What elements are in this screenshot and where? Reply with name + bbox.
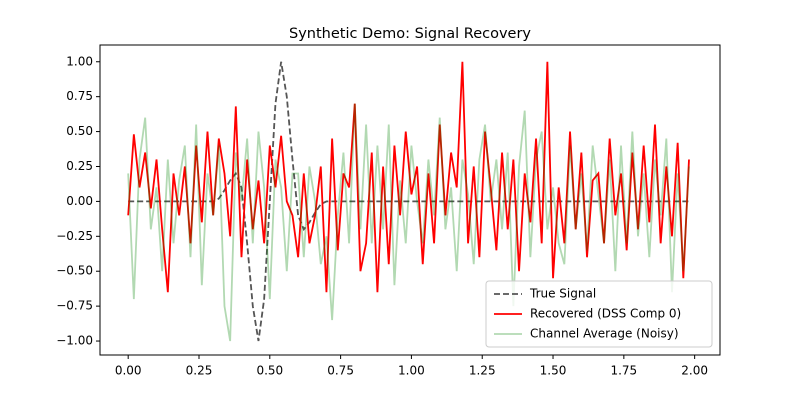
x-tick-label: 0.00 xyxy=(115,364,142,378)
x-tick-label: 2.00 xyxy=(681,364,708,378)
x-tick-label: 1.75 xyxy=(610,364,637,378)
legend-label: Channel Average (Noisy) xyxy=(530,327,679,341)
y-tick-label: 1.00 xyxy=(66,54,93,68)
y-tick-label: 0.50 xyxy=(66,124,93,138)
x-tick-label: 0.25 xyxy=(186,364,213,378)
y-tick-label: −0.50 xyxy=(56,264,93,278)
legend-box xyxy=(485,280,713,348)
y-tick-label: 0.00 xyxy=(66,194,93,208)
x-tick-label: 0.50 xyxy=(256,364,283,378)
y-tick-label: 0.75 xyxy=(66,89,93,103)
y-tick-label: −0.75 xyxy=(56,299,93,313)
y-tick-label: −1.00 xyxy=(56,334,93,348)
x-tick-label: 0.75 xyxy=(327,364,354,378)
legend-label: True Signal xyxy=(529,287,596,301)
chart-title: Synthetic Demo: Signal Recovery xyxy=(289,26,531,42)
y-tick-label: 0.25 xyxy=(66,159,93,173)
series-line xyxy=(127,61,690,293)
series-line xyxy=(128,61,689,342)
legend-label: Recovered (DSS Comp 0) xyxy=(530,307,681,321)
x-tick-label: 1.50 xyxy=(540,364,567,378)
y-tick-label: −0.25 xyxy=(56,229,93,243)
series-line xyxy=(127,103,690,342)
x-tick-label: 1.25 xyxy=(469,364,496,378)
plot-frame xyxy=(99,44,721,356)
x-tick-label: 1.00 xyxy=(398,364,425,378)
